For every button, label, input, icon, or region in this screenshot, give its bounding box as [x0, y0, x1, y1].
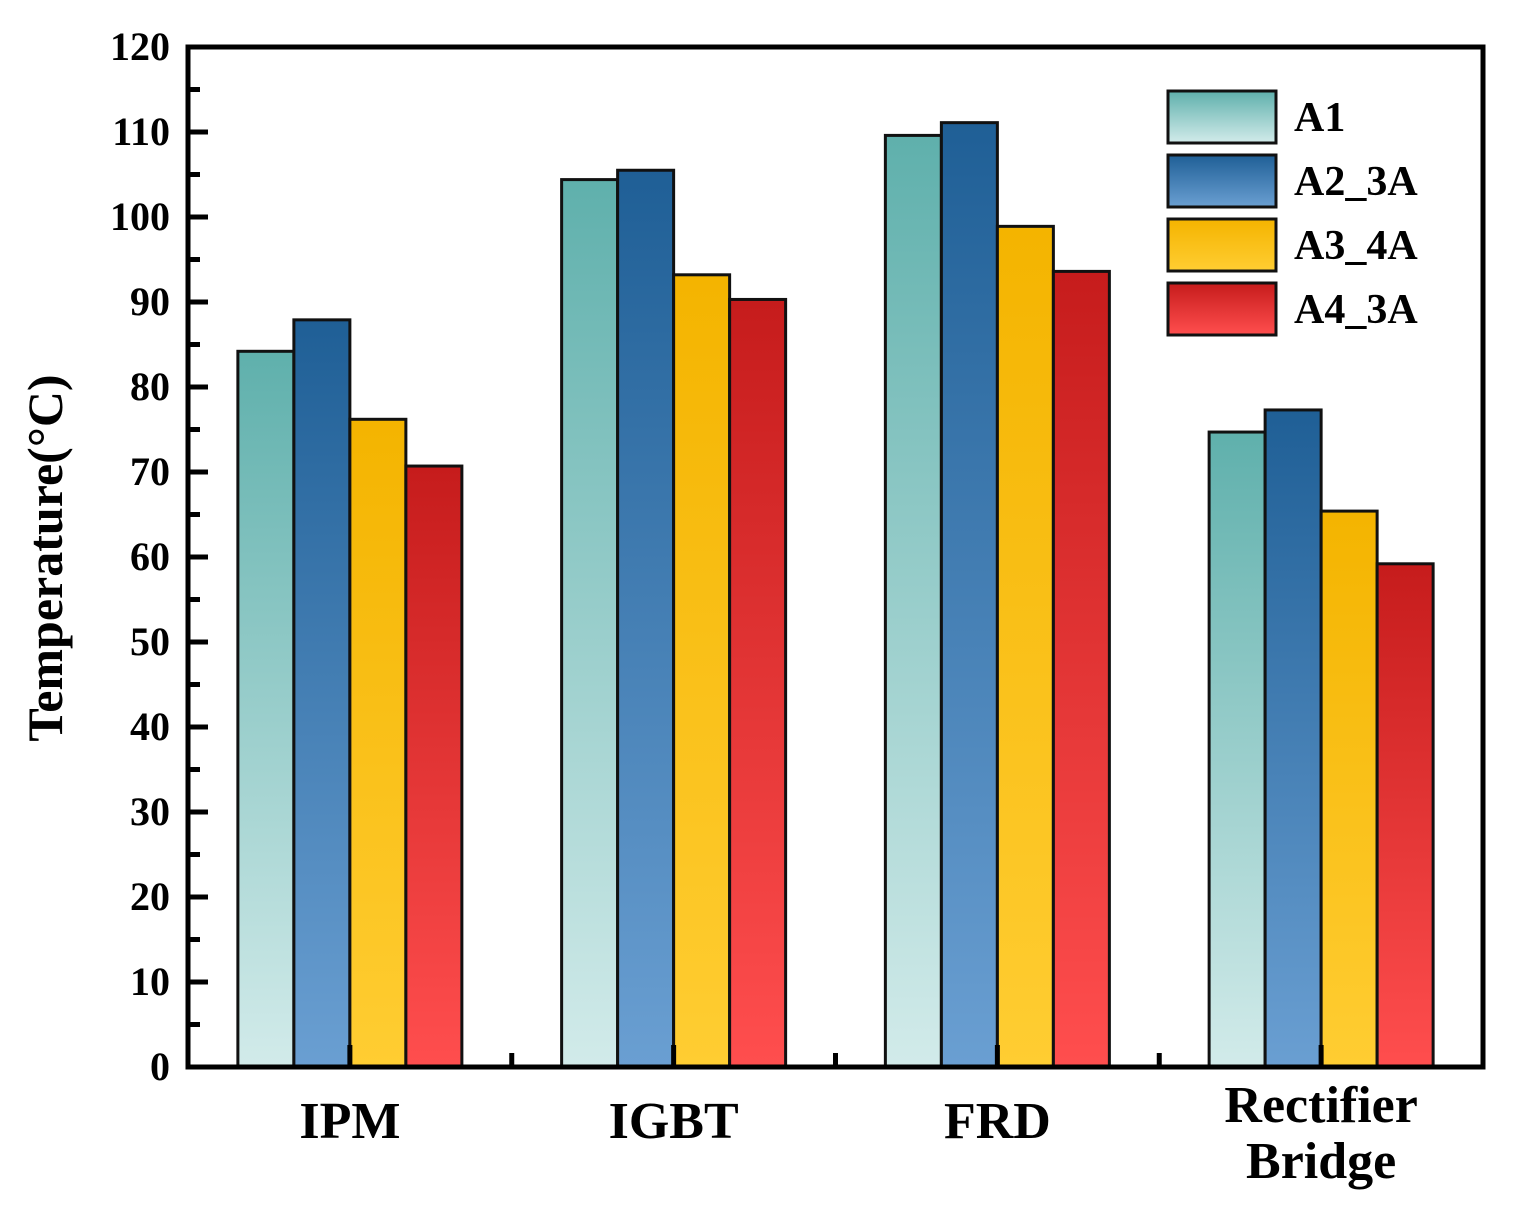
- y-tick-label: 60: [130, 534, 170, 579]
- legend-label-a2-3a: A2_3A: [1294, 159, 1418, 205]
- legend-swatch-a1: [1166, 89, 1278, 145]
- y-tick-label: 10: [130, 959, 170, 1004]
- bar-a4-3a-igbt: [728, 297, 788, 1069]
- bar-a1-igbt: [560, 178, 620, 1069]
- bars-layer: [236, 121, 1435, 1069]
- y-tick-label: 90: [130, 279, 170, 324]
- bar-a2-3a-rectifier-bridge: [1263, 408, 1323, 1069]
- bar-a1-rectifier-bridge: [1207, 430, 1267, 1069]
- bar-a3-4a-ipm: [348, 417, 408, 1069]
- bar-a3-4a-igbt: [672, 273, 732, 1069]
- legend-swatch-a4-3a: [1166, 281, 1278, 337]
- y-tick-label: 40: [130, 704, 170, 749]
- y-tick-label: 110: [112, 109, 170, 154]
- y-tick-label: 80: [130, 364, 170, 409]
- legend-swatch-a2-3a: [1166, 153, 1278, 209]
- legend-label-a4-3a: A4_3A: [1294, 287, 1418, 333]
- y-tick-label: 30: [130, 789, 170, 834]
- bar-a4-3a-frd: [1051, 269, 1111, 1069]
- bar-a4-3a-rectifier-bridge: [1375, 562, 1435, 1069]
- bar-a4-3a-ipm: [404, 464, 464, 1069]
- x-tick-label: Rectifier Bridge: [1224, 1077, 1417, 1190]
- y-tick-label: 0: [150, 1044, 170, 1089]
- y-tick-label: 70: [130, 449, 170, 494]
- y-tick-label: 20: [130, 874, 170, 919]
- bar-a1-ipm: [236, 349, 296, 1069]
- x-tick-label: IGBT: [609, 1093, 739, 1150]
- y-tick-label: 50: [130, 619, 170, 664]
- axes-layer: [185, 44, 1486, 1070]
- legend: A1 A2_3A A3_4A A4_3A: [1166, 89, 1418, 337]
- y-tick-label: 100: [110, 194, 170, 239]
- bar-a2-3a-ipm: [292, 318, 352, 1069]
- bar-a2-3a-frd: [939, 121, 999, 1069]
- bar-a3-4a-frd: [995, 224, 1055, 1069]
- bar-a2-3a-igbt: [616, 168, 676, 1069]
- bar-a3-4a-rectifier-bridge: [1319, 509, 1379, 1069]
- y-axis-title: Temperature(°C): [17, 374, 73, 741]
- labels-layer: IPM IGBT FRD Rectifier Bridge 0 10 20 30 40 50 60 70…: [110, 24, 1418, 1190]
- x-tick-label: IPM: [299, 1093, 400, 1150]
- legend-swatch-a3-4a: [1166, 217, 1278, 273]
- y-tick-label: 120: [110, 24, 170, 69]
- x-tick-label: FRD: [944, 1093, 1051, 1150]
- legend-label-a3-4a: A3_4A: [1294, 223, 1418, 269]
- legend-label-a1: A1: [1294, 95, 1345, 141]
- bar-a1-frd: [883, 133, 943, 1069]
